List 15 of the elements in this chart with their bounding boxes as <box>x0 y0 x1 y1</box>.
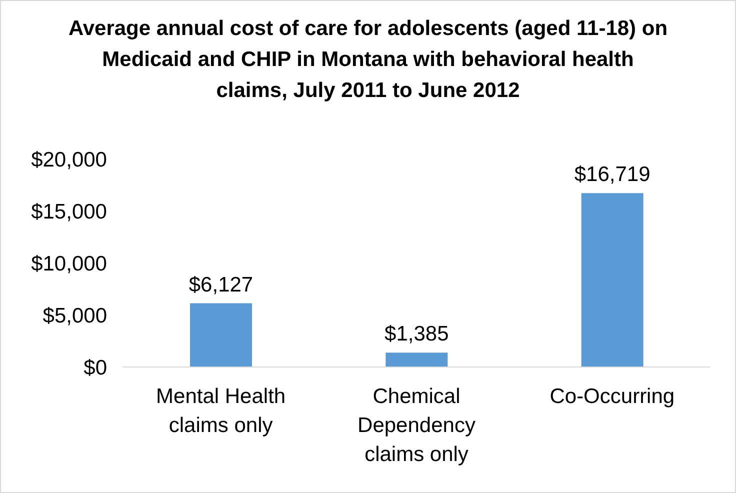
x-tick-label: Co-Occurring <box>550 385 675 408</box>
bar <box>190 303 252 367</box>
bar <box>386 352 448 367</box>
x-tick-label: Chemical Dependency claims only <box>358 385 476 466</box>
data-label: $16,719 <box>574 163 650 186</box>
data-label: $6,127 <box>188 273 254 296</box>
y-tick-label: $5,000 <box>42 304 107 328</box>
y-tick-label: $20,000 <box>31 148 107 172</box>
y-tick-label: $15,000 <box>31 200 107 224</box>
data-label: $1,385 <box>384 322 449 346</box>
bar <box>581 193 644 367</box>
x-tick-label: Mental Health claims only <box>156 385 286 437</box>
y-tick-label: $0 <box>84 356 107 380</box>
chart-title: Average annual cost of care for adolescents (aged 11-18) on Medicaid and CHIP in Montana with behavioral health claims, July 2011 to June 2012 <box>68 16 668 104</box>
y-tick-label: $10,000 <box>31 252 107 276</box>
